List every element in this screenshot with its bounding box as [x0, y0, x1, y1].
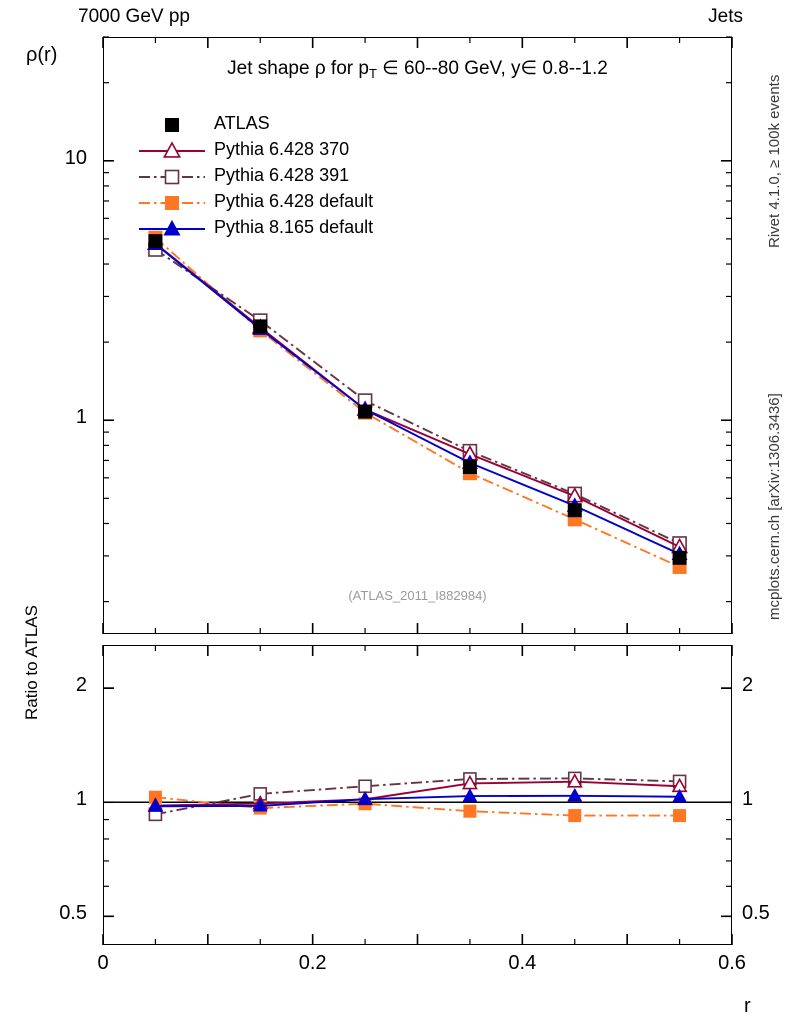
data-marker — [165, 118, 179, 132]
legend-label: Pythia 6.428 default — [214, 191, 374, 211]
data-marker — [672, 788, 688, 803]
x-axis-label: r — [744, 995, 751, 1017]
main-series — [148, 234, 687, 565]
data-marker — [147, 798, 163, 812]
data-marker — [463, 804, 477, 818]
legend-key-triangle-open-icon — [138, 138, 206, 164]
data-marker — [462, 788, 478, 802]
data-marker — [358, 779, 372, 794]
data-marker — [672, 550, 687, 565]
y-tick-label-ratio-right: 2 — [742, 674, 754, 697]
data-marker — [163, 219, 181, 236]
data-marker — [253, 319, 268, 334]
y-axis-label-ratio: Ratio to ATLAS — [22, 605, 41, 720]
data-marker — [566, 773, 583, 788]
data-marker — [673, 809, 687, 823]
plot-title-post: ∈ 60--80 GeV, y∈ 0.8--1.2 — [376, 58, 608, 79]
data-marker — [162, 141, 182, 158]
x-tick-label: 0 — [97, 952, 109, 974]
legend-label: ATLAS — [214, 113, 270, 133]
x-tick-label: 0.2 — [298, 952, 327, 974]
main-series — [146, 234, 689, 554]
data-marker — [164, 169, 180, 185]
plot-title: Jet shape ρ for pT ∈ 60--80 GeV, y∈ 0.8-… — [103, 57, 732, 81]
plot-title-subscript: T — [368, 66, 377, 81]
series-line — [154, 248, 680, 545]
legend-label: Pythia 6.428 370 — [214, 139, 350, 159]
y-axis-label-main: ρ(r) — [26, 44, 58, 66]
legend-key-square-filled-icon — [138, 112, 206, 138]
x-tick-label: 0.6 — [718, 952, 746, 974]
series-line — [155, 780, 680, 807]
data-marker — [148, 234, 163, 249]
data-marker — [462, 460, 477, 475]
y-tick-label-ratio-left: 2 — [75, 674, 87, 697]
legend-key-square-filled-icon — [138, 190, 206, 216]
series-line — [154, 242, 680, 548]
ratio-series — [147, 787, 688, 812]
series-line — [155, 794, 680, 808]
ratio-series — [148, 771, 687, 822]
analysis-id-watermark: (ATLAS_2011_I882984) — [348, 588, 487, 603]
rivet-version-label: Rivet 4.1.0, ≥ 100k events — [766, 74, 783, 248]
data-marker — [358, 404, 373, 419]
main-series — [148, 230, 687, 574]
plot-title-pre: Jet shape ρ for p — [227, 58, 369, 79]
series-line — [155, 777, 680, 816]
legend-key-square-open-icon — [138, 164, 206, 190]
y-tick-label-main: 1 — [75, 406, 87, 429]
main-series — [148, 242, 687, 551]
data-marker — [567, 787, 583, 802]
data-marker — [568, 809, 582, 823]
x-tick-label: 0.4 — [508, 952, 537, 974]
data-marker — [165, 196, 179, 210]
data-marker — [357, 791, 373, 805]
header-beam-label: 7000 GeV pp — [78, 6, 190, 27]
legend-label: Pythia 8.165 default — [214, 217, 374, 237]
y-tick-label-ratio-left: 0.5 — [59, 902, 87, 925]
header-analysis-label: Jets — [708, 6, 743, 27]
data-marker — [567, 503, 582, 518]
legend-key-triangle-filled-icon — [138, 216, 206, 242]
y-tick-label-ratio-right: 0.5 — [742, 902, 770, 925]
series-line — [154, 243, 680, 555]
y-tick-label-main: 10 — [64, 146, 87, 169]
data-marker — [252, 797, 268, 812]
mcplots-source-label: mcplots.cern.ch [arXiv:1306.3436] — [766, 393, 783, 620]
legend-label: Pythia 6.428 391 — [214, 165, 350, 185]
y-tick-label-ratio-left: 1 — [75, 788, 87, 811]
y-tick-label-ratio-right: 1 — [742, 788, 754, 811]
